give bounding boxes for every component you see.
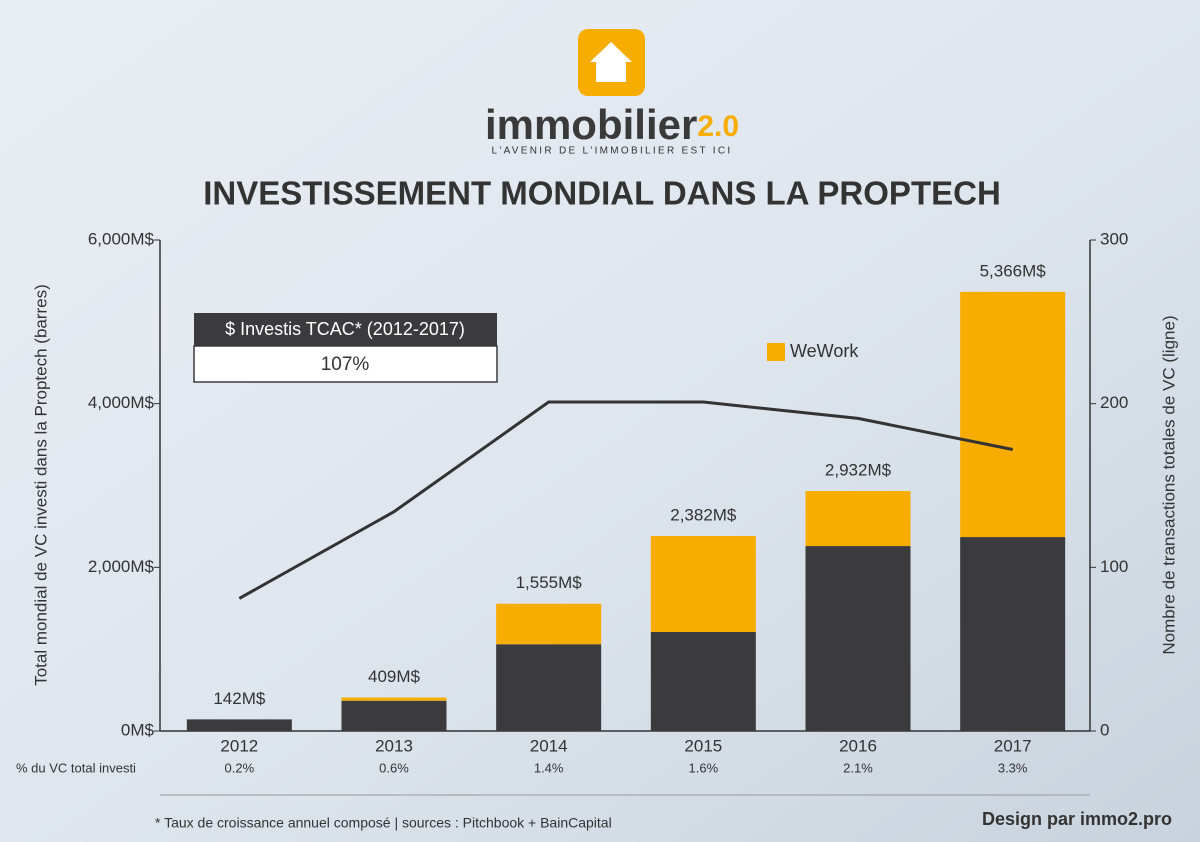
x-tick-label: 2017 (994, 736, 1032, 755)
total-label: 1,555M$ (516, 573, 583, 592)
x-tick-label: 2015 (684, 736, 722, 755)
bar-segment (805, 491, 911, 547)
total-label: 142M$ (213, 689, 266, 708)
bar-segment (496, 603, 602, 645)
y-axis-label: Total mondial de VC investi dans la Prop… (31, 284, 50, 686)
y2-tick-label: 200 (1100, 393, 1128, 412)
callout: $ Investis TCAC* (2012-2017) 107% (193, 313, 498, 383)
y-tick-label: 0M$ (121, 720, 155, 739)
y2-axis-label: Nombre de transactions totales de VC (li… (1159, 315, 1178, 654)
total-label: 5,366M$ (980, 261, 1047, 280)
y-tick-label: 2,000M$ (88, 557, 155, 576)
bar-segment (186, 719, 292, 731)
footnote: * Taux de croissance annuel composé | so… (155, 815, 612, 831)
bar-segment (650, 631, 756, 731)
chart-title: INVESTISSEMENT MONDIAL DANS LA PROPTECH (203, 175, 1001, 212)
callout-body (193, 345, 498, 383)
bar-segment (341, 697, 447, 701)
y2-tick-label: 100 (1100, 557, 1128, 576)
logo-text: immobilier2.0 (485, 101, 739, 148)
pct-value: 2.1% (843, 760, 873, 775)
bar-segment (805, 546, 911, 731)
pct-row-label: % du VC total investi (16, 760, 136, 775)
legend-label: WeWork (790, 341, 859, 361)
logo-name: immobilier (485, 101, 697, 148)
bar-segment (341, 700, 447, 731)
logo-house (590, 42, 632, 82)
callout-title: $ Investis TCAC* (2012-2017) (225, 319, 465, 339)
x-tick-label: 2016 (839, 736, 877, 755)
x-tick-label: 2014 (530, 736, 568, 755)
total-label: 409M$ (368, 667, 421, 686)
logo-tagline: L'AVENIR DE L'IMMOBILIER EST ICI (492, 146, 733, 157)
bar-segment (650, 536, 756, 632)
pct-value: 1.4% (534, 760, 564, 775)
total-label: 2,932M$ (825, 461, 892, 480)
bar-segment (960, 291, 1066, 538)
logo: immobilier2.0 L'AVENIR DE L'IMMOBILIER E… (485, 29, 739, 157)
bar-segment (960, 537, 1066, 731)
logo-version: 2.0 (697, 110, 739, 143)
credit: Design par immo2.pro (982, 809, 1172, 829)
x-tick-label: 2013 (375, 736, 413, 755)
bar-segment (496, 644, 602, 731)
callout-header (194, 313, 497, 346)
pct-value: 3.3% (998, 760, 1028, 775)
y-tick-label: 4,000M$ (88, 393, 155, 412)
y2-tick-label: 300 (1100, 229, 1128, 248)
total-label: 2,382M$ (670, 506, 737, 525)
x-tick-label: 2012 (220, 736, 258, 755)
legend-swatch (767, 343, 785, 361)
line-series (238, 400, 1013, 600)
pct-value: 0.2% (225, 760, 255, 775)
callout-value: 107% (321, 354, 370, 375)
y2-tick-label: 0 (1100, 720, 1109, 739)
pct-value: 1.6% (689, 760, 719, 775)
y-tick-label: 6,000M$ (88, 229, 155, 248)
pct-value: 0.6% (379, 760, 409, 775)
